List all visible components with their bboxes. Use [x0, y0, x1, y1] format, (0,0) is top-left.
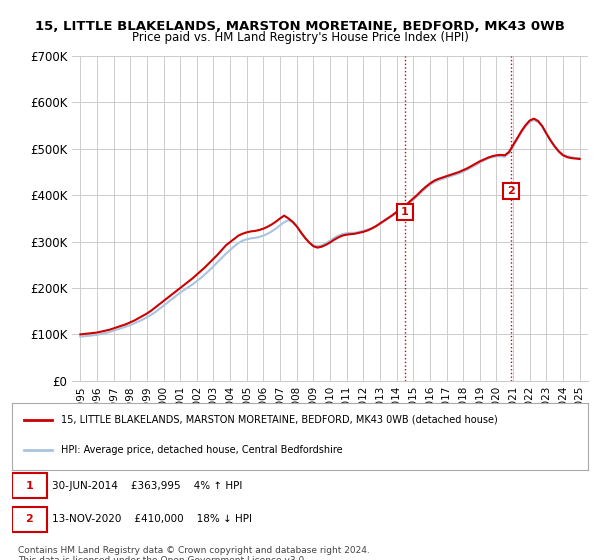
Text: 1: 1	[25, 480, 33, 491]
FancyBboxPatch shape	[12, 473, 47, 498]
Text: 30-JUN-2014    £363,995    4% ↑ HPI: 30-JUN-2014 £363,995 4% ↑ HPI	[52, 480, 242, 491]
Text: 2: 2	[507, 185, 515, 195]
Text: 15, LITTLE BLAKELANDS, MARSTON MORETAINE, BEDFORD, MK43 0WB: 15, LITTLE BLAKELANDS, MARSTON MORETAINE…	[35, 20, 565, 32]
Text: Price paid vs. HM Land Registry's House Price Index (HPI): Price paid vs. HM Land Registry's House …	[131, 31, 469, 44]
Text: 2: 2	[25, 514, 33, 524]
FancyBboxPatch shape	[12, 507, 47, 531]
Text: 1: 1	[401, 207, 409, 217]
Text: 15, LITTLE BLAKELANDS, MARSTON MORETAINE, BEDFORD, MK43 0WB (detached house): 15, LITTLE BLAKELANDS, MARSTON MORETAINE…	[61, 415, 498, 425]
Text: Contains HM Land Registry data © Crown copyright and database right 2024.
This d: Contains HM Land Registry data © Crown c…	[18, 546, 370, 560]
Text: 13-NOV-2020    £410,000    18% ↓ HPI: 13-NOV-2020 £410,000 18% ↓ HPI	[52, 514, 253, 524]
Text: HPI: Average price, detached house, Central Bedfordshire: HPI: Average price, detached house, Cent…	[61, 445, 343, 455]
